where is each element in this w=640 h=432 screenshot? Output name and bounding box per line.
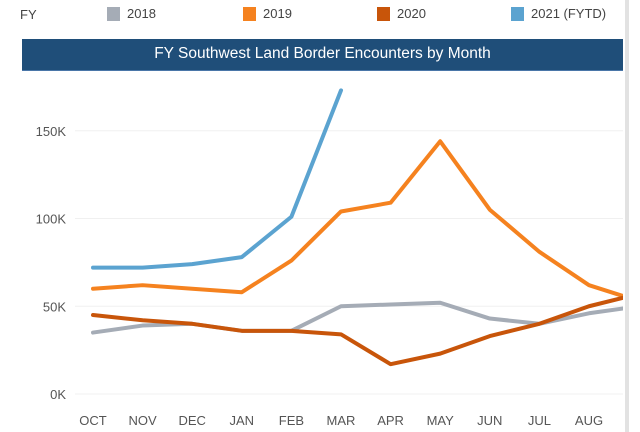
legend-item-2020[interactable]: 2020 (377, 6, 426, 21)
x-tick-label: MAY (427, 413, 455, 428)
x-tick-label: JAN (230, 413, 255, 428)
x-tick-label: FEB (279, 413, 304, 428)
y-tick-label: 0K (50, 387, 66, 402)
legend-swatch (243, 6, 256, 21)
chart-title: FY Southwest Land Border Encounters by M… (22, 39, 623, 71)
y-tick-label: 100K (36, 212, 67, 227)
x-tick-label: DEC (178, 413, 205, 428)
x-tick-label: OCT (79, 413, 107, 428)
x-tick-label: APR (377, 413, 404, 428)
x-tick-label: JUL (528, 413, 551, 428)
x-tick-label: AUG (575, 413, 603, 428)
legend-item-2019[interactable]: 2019 (243, 6, 292, 21)
series-line-2018[interactable] (91, 300, 623, 335)
series-line-2019[interactable] (91, 139, 623, 301)
legend-swatch (377, 6, 390, 21)
series-line-2021[interactable] (91, 88, 343, 270)
y-tick-label: 150K (36, 124, 67, 139)
y-tick-label: 50K (43, 299, 66, 314)
legend-label: 2019 (263, 6, 292, 21)
legend-title: FY (20, 7, 37, 22)
legend-item-2018[interactable]: 2018 (107, 6, 156, 21)
line-chart: 0K 50K 100K 150K OCT NOV DEC JAN FEB MAR APR MAY JUN… (36, 88, 623, 428)
legend: FY 2018 2019 2020 2021 (FYTD) (0, 0, 625, 30)
legend-swatch (511, 6, 524, 21)
legend-label: 2021 (FYTD) (531, 6, 607, 21)
scrollbar[interactable] (625, 0, 629, 432)
legend-label: 2020 (397, 6, 426, 21)
legend-swatch (107, 6, 120, 21)
x-tick-label: NOV (129, 413, 158, 428)
legend-item-2021[interactable]: 2021 (FYTD) (511, 6, 606, 21)
series-line-2020[interactable] (91, 294, 623, 367)
legend-label: 2018 (127, 6, 156, 21)
x-tick-label: MAR (327, 413, 356, 428)
x-tick-label: JUN (477, 413, 502, 428)
